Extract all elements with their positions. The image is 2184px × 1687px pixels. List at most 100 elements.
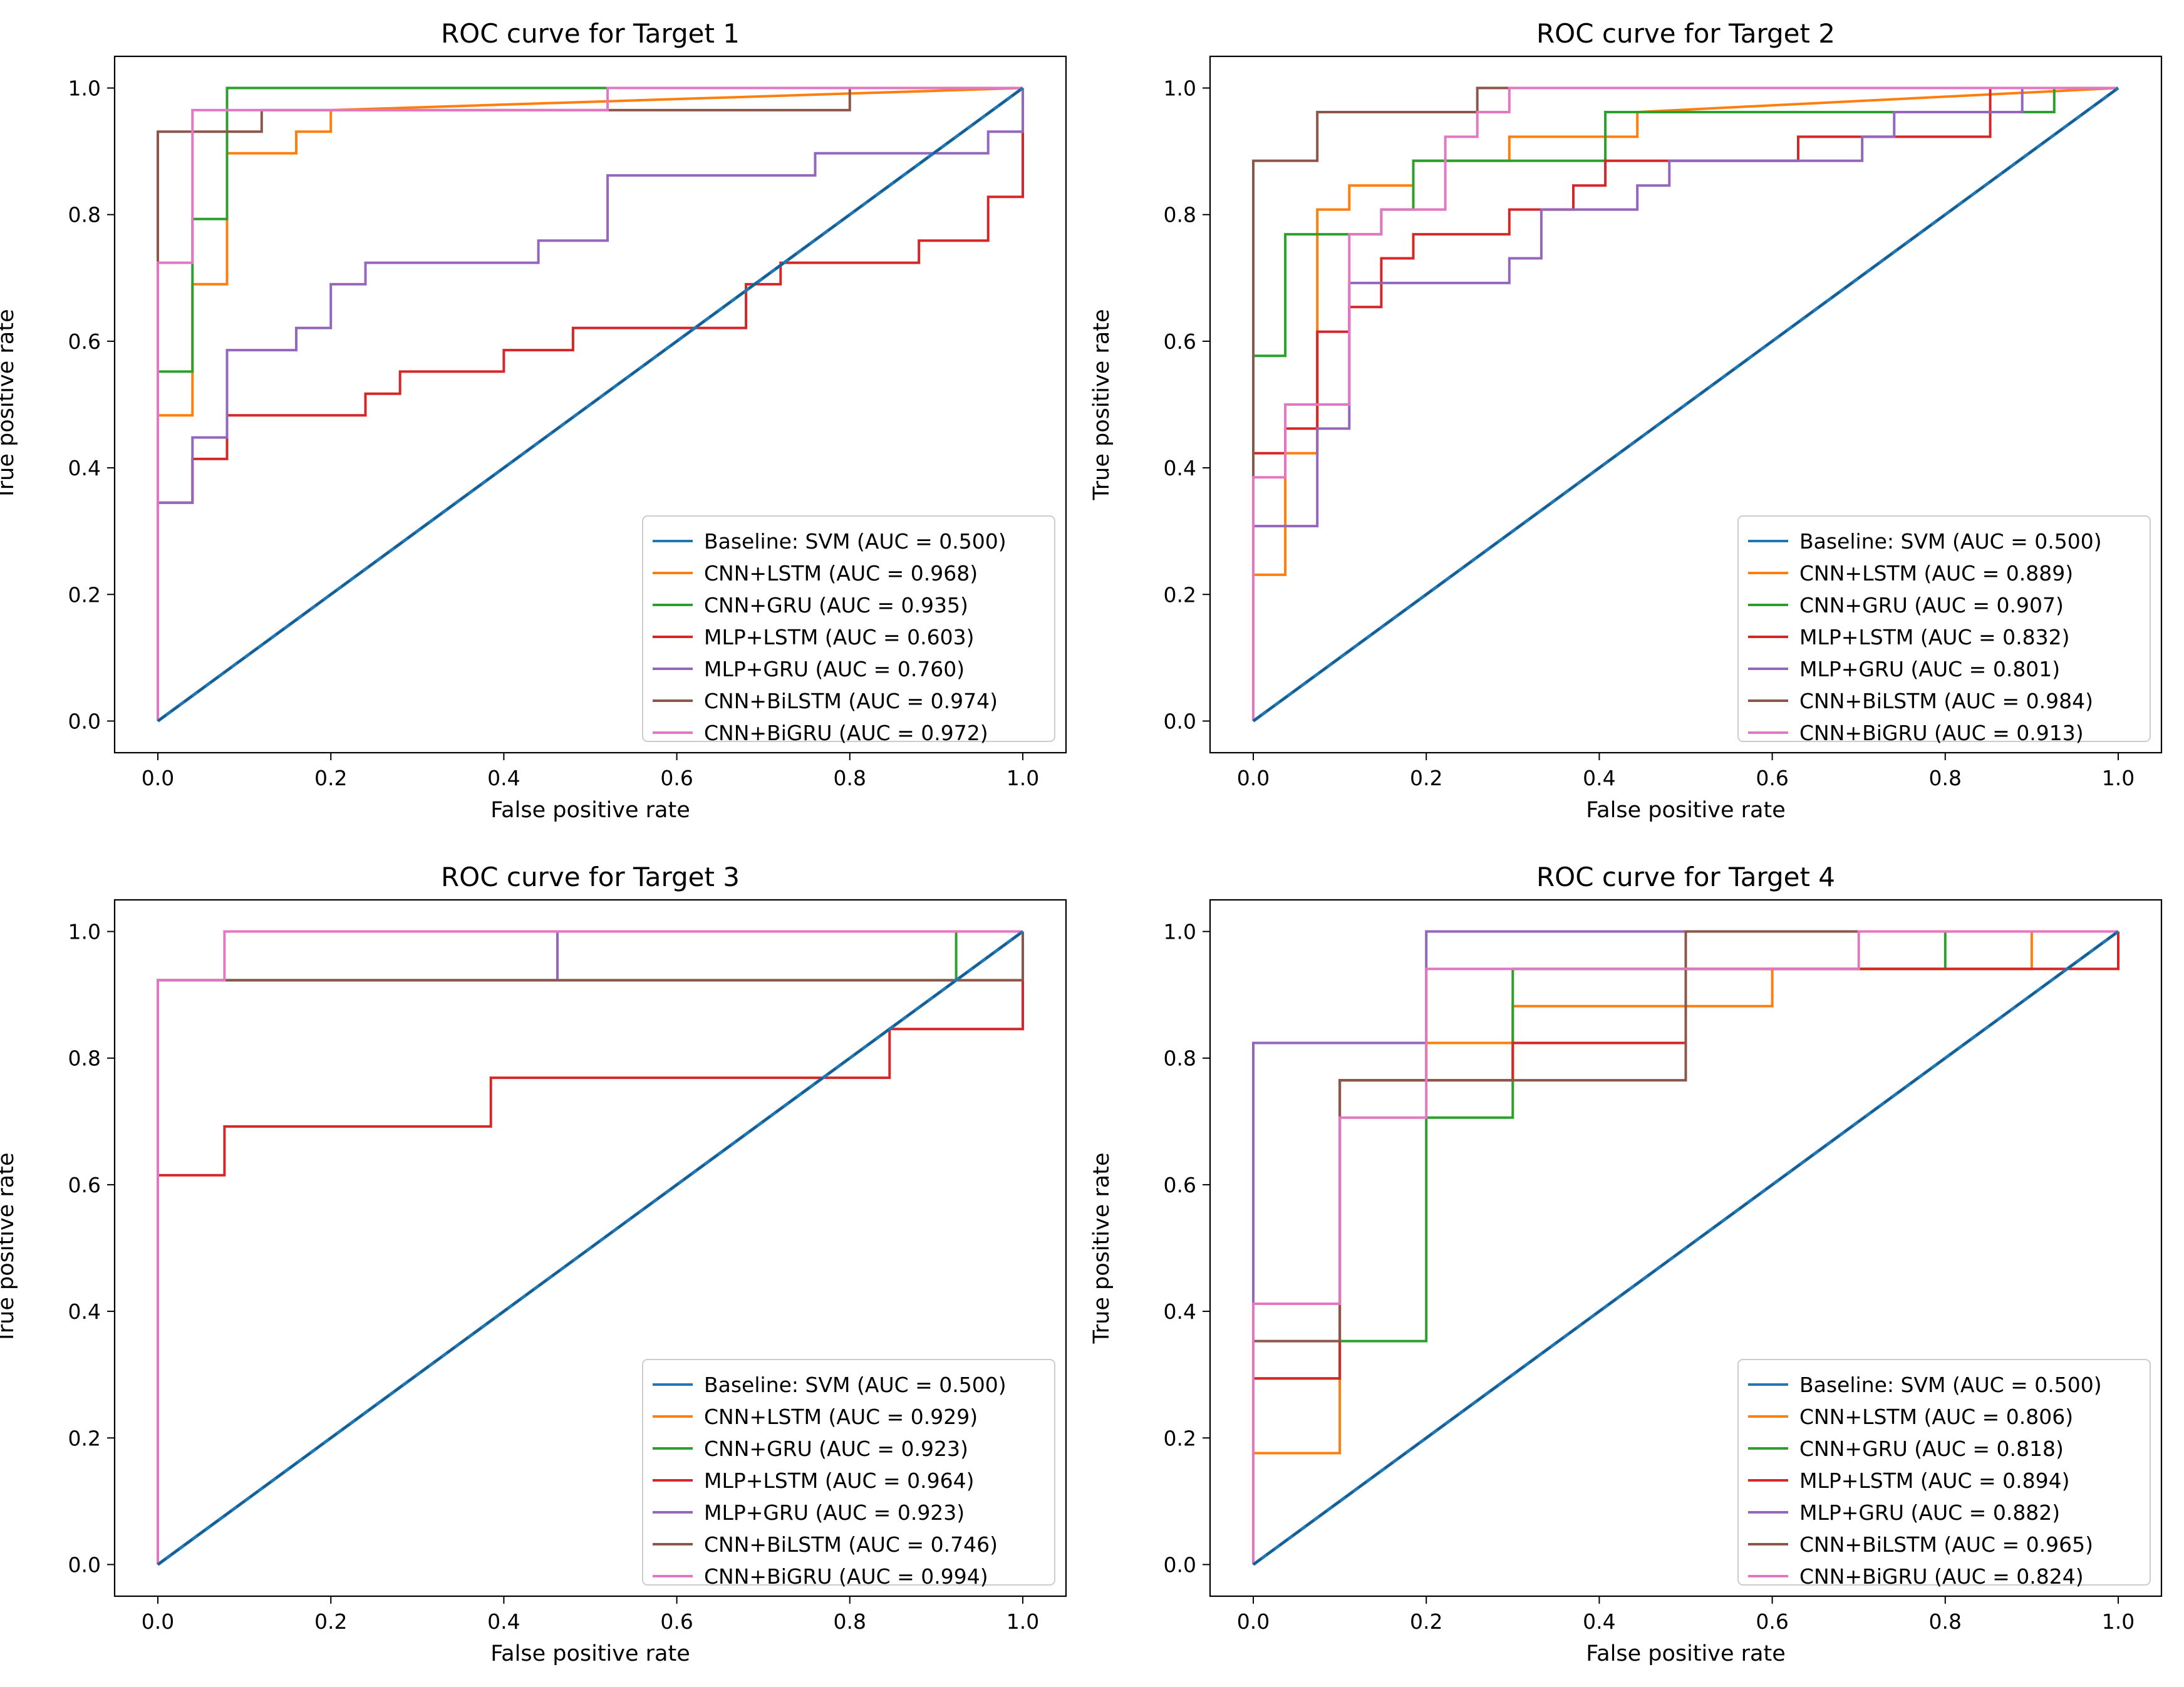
roc-line-cnn-lstm — [1252, 86, 2119, 721]
roc-line-cnn-bigru — [157, 930, 1023, 1565]
x-tick-label: 0.6 — [1756, 766, 1788, 790]
legend-entry: CNN+BiGRU (AUC = 0.913) — [1799, 721, 2084, 745]
y-tick-label: 0.8 — [1164, 1046, 1196, 1071]
subplot-target-2: 0.0 0.2 0.4 0.6 0.8 1.0 0.0 0.2 0.4 0.6 0.8 1.0 ROC … — [1089, 18, 2163, 823]
y-tick-label: 0.6 — [1164, 1173, 1196, 1197]
x-axis-label: False positive rate — [1586, 1641, 1786, 1666]
legend-entry: CNN+GRU (AUC = 0.923) — [704, 1437, 968, 1461]
y-tick-label: 0.4 — [68, 456, 101, 480]
x-tick-label: 0.6 — [660, 766, 693, 790]
x-tick-label: 0.0 — [142, 1609, 174, 1634]
roc-line-cnn-bigru — [1252, 930, 2118, 1565]
y-tick-label: 0.6 — [68, 1173, 101, 1197]
roc-line-cnn-bigru — [1252, 86, 2118, 721]
y-tick-label: 0.4 — [1164, 456, 1196, 480]
y-tick-label: 0.2 — [68, 582, 101, 607]
legend-entry: CNN+BiGRU (AUC = 0.824) — [1799, 1564, 2084, 1589]
roc-line-mlp-gru — [1252, 86, 2118, 721]
y-tick-label: 1.0 — [1164, 920, 1196, 944]
chart-title: ROC curve for Target 3 — [441, 862, 740, 892]
roc-line-mlp-gru — [157, 88, 1024, 721]
roc-line-svm — [157, 86, 1024, 723]
legend-box — [642, 1359, 1055, 1586]
x-tick-label: 0.2 — [314, 766, 347, 790]
y-tick-label: 0.4 — [68, 1299, 101, 1324]
x-tick-label: 0.0 — [142, 766, 174, 790]
y-tick-label: 0.2 — [1164, 1426, 1196, 1450]
legend-entry: MLP+LSTM (AUC = 0.832) — [1799, 625, 2069, 649]
legend-entry: CNN+BiLSTM (AUC = 0.965) — [1799, 1532, 2093, 1557]
y-axis-label: True positive rate — [0, 309, 19, 501]
legend-box — [1737, 1359, 2151, 1586]
legend-entry: CNN+LSTM (AUC = 0.889) — [1799, 561, 2073, 586]
legend-entry: CNN+LSTM (AUC = 0.929) — [704, 1405, 978, 1429]
y-tick-label: 0.0 — [1164, 709, 1196, 733]
x-tick-label: 0.0 — [1237, 766, 1270, 790]
x-tick-label: 0.8 — [1929, 1609, 1962, 1634]
legend-entry: CNN+BiGRU (AUC = 0.994) — [704, 1564, 988, 1589]
legend-entry: Baseline: SVM (AUC = 0.500) — [704, 529, 1007, 554]
legend-box — [642, 515, 1055, 742]
y-axis-label: True positive rate — [1089, 309, 1114, 501]
legend-entry: MLP+GRU (AUC = 0.801) — [1799, 657, 2060, 681]
subplot-target-3: 0.0 0.2 0.4 0.6 0.8 1.0 0.0 0.2 0.4 0.6 0.8 1.0 ROC … — [0, 862, 1067, 1666]
y-tick-label: 1.0 — [68, 76, 101, 101]
roc-line-mlp-lstm — [1252, 86, 2118, 721]
subplot-target-4: 0.0 0.2 0.4 0.6 0.8 1.0 0.0 0.2 0.4 0.6 0.8 1.0 ROC … — [1089, 862, 2163, 1666]
y-tick-label: 0.8 — [68, 1046, 101, 1071]
legend-entry: Baseline: SVM (AUC = 0.500) — [704, 1373, 1007, 1397]
x-tick-label: 1.0 — [1007, 766, 1039, 790]
legend-entry: MLP+GRU (AUC = 0.882) — [1799, 1500, 2060, 1525]
y-tick-label: 1.0 — [1164, 76, 1196, 101]
x-tick-label: 0.8 — [834, 1609, 866, 1634]
y-tick-label: 0.8 — [1164, 203, 1196, 227]
y-tick-label: 0.2 — [68, 1426, 101, 1450]
x-axis-label: False positive rate — [490, 1641, 690, 1666]
y-axis-label: True positive rate — [1089, 1153, 1114, 1344]
y-tick-label: 0.0 — [1164, 1552, 1196, 1577]
y-tick-label: 0.8 — [68, 203, 101, 227]
legend-entry: CNN+BiLSTM (AUC = 0.984) — [1799, 689, 2093, 713]
subplot-target-1: 0.0 0.2 0.4 0.6 0.8 1.0 0.0 0.2 0.4 0.6 0.8 1.0 ROC … — [0, 18, 1067, 823]
x-axis-label: False positive rate — [1586, 798, 1786, 823]
x-tick-label: 0.0 — [1237, 1609, 1270, 1634]
x-tick-label: 0.6 — [660, 1609, 693, 1634]
roc-line-cnn-bilstm — [1252, 86, 2118, 721]
y-tick-label: 0.4 — [1164, 1299, 1196, 1324]
legend-entry: CNN+LSTM (AUC = 0.968) — [704, 561, 978, 586]
legend-entry: CNN+BiGRU (AUC = 0.972) — [704, 721, 988, 745]
x-tick-label: 0.4 — [487, 1609, 520, 1634]
x-tick-label: 0.2 — [1410, 1609, 1442, 1634]
x-tick-label: 0.6 — [1756, 1609, 1788, 1634]
roc-line-mlp-lstm — [1252, 931, 2119, 1565]
legend-entry: Baseline: SVM (AUC = 0.500) — [1799, 529, 2102, 554]
x-tick-label: 0.4 — [1583, 766, 1615, 790]
x-tick-label: 0.4 — [487, 766, 520, 790]
x-tick-label: 0.8 — [1929, 766, 1962, 790]
legend-entry: MLP+GRU (AUC = 0.760) — [704, 657, 965, 681]
x-tick-label: 1.0 — [2102, 1609, 2135, 1634]
legend-box — [1737, 515, 2151, 742]
chart-title: ROC curve for Target 2 — [1536, 18, 1835, 49]
x-tick-label: 0.2 — [1410, 766, 1442, 790]
legend-entry: MLP+GRU (AUC = 0.923) — [704, 1500, 965, 1525]
chart-title: ROC curve for Target 4 — [1536, 862, 1835, 892]
legend-entry: CNN+BiLSTM (AUC = 0.746) — [704, 1532, 998, 1557]
legend-entry: MLP+LSTM (AUC = 0.603) — [704, 625, 974, 649]
x-tick-label: 1.0 — [2102, 766, 2135, 790]
y-tick-label: 0.0 — [68, 709, 101, 733]
legend-entry: CNN+GRU (AUC = 0.818) — [1799, 1437, 2064, 1461]
x-tick-label: 1.0 — [1007, 1609, 1039, 1634]
legend-entry: CNN+GRU (AUC = 0.907) — [1799, 593, 2064, 617]
y-tick-label: 1.0 — [68, 920, 101, 944]
roc-line-mlp-lstm — [157, 88, 1024, 721]
y-tick-label: 0.6 — [68, 329, 101, 354]
roc-line-svm — [1252, 930, 2119, 1566]
x-tick-label: 0.2 — [314, 1609, 347, 1634]
y-tick-label: 0.2 — [1164, 582, 1196, 607]
y-axis-label: True positive rate — [0, 1153, 19, 1344]
x-axis-label: False positive rate — [490, 798, 690, 823]
roc-line-mlp-lstm — [157, 931, 1024, 1565]
y-tick-label: 0.0 — [68, 1552, 101, 1577]
